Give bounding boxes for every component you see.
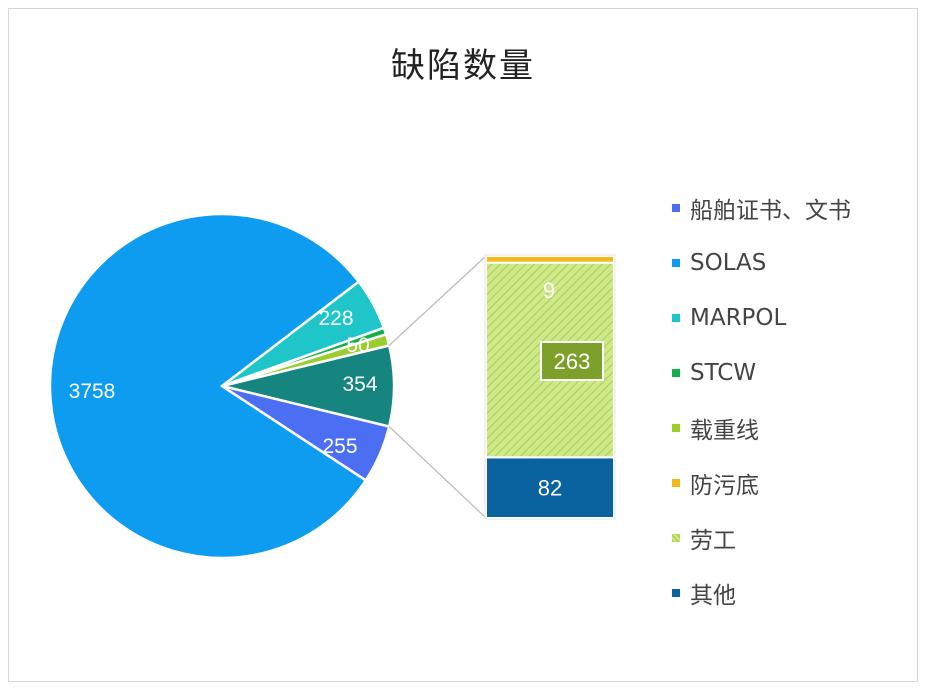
legend-item: STCW bbox=[672, 345, 912, 400]
legend-swatch bbox=[672, 368, 680, 377]
bar-segment-7 bbox=[485, 456, 615, 519]
pie-label-combined: 354 bbox=[342, 373, 377, 396]
pie-label-4: 50 bbox=[346, 334, 369, 357]
chart-title: 缺陷数量 bbox=[391, 46, 535, 86]
legend-item: MARPOL bbox=[672, 290, 912, 345]
legend-item: 劳工 bbox=[672, 510, 912, 565]
legend-swatch bbox=[672, 313, 680, 322]
pie-slice-1 bbox=[48, 212, 368, 560]
connector-line-bottom bbox=[388, 426, 487, 519]
legend-swatch bbox=[672, 203, 680, 212]
bar-outline bbox=[484, 254, 616, 520]
legend-swatch bbox=[672, 588, 680, 597]
chart-legend: 船舶证书、文书 SOLAS MARPOL STCW 载重线防污底劳工其他 bbox=[672, 180, 912, 620]
legend-swatch bbox=[672, 258, 680, 267]
pie-label-1: 3758 bbox=[69, 380, 116, 403]
legend-item: 船舶证书、文书 bbox=[672, 180, 912, 235]
pie-label-0: 255 bbox=[322, 435, 357, 458]
legend-swatch bbox=[672, 478, 680, 487]
legend-label: SOLAS bbox=[690, 249, 767, 276]
bar-label-box-6 bbox=[540, 341, 604, 381]
legend-label: 劳工 bbox=[690, 527, 736, 554]
legend-label: MARPOL bbox=[690, 304, 787, 331]
legend-label: 船舶证书、文书 bbox=[690, 197, 851, 224]
legend-item: SOLAS bbox=[672, 235, 912, 290]
legend-label: 防污底 bbox=[690, 472, 759, 499]
bar-segment-5 bbox=[485, 255, 615, 264]
legend-item: 防污底 bbox=[672, 455, 912, 510]
connector-line-top bbox=[388, 255, 487, 346]
legend-item: 载重线 bbox=[672, 400, 912, 455]
pie-label-2: 228 bbox=[318, 307, 353, 330]
bar-label-5: 9 bbox=[543, 278, 555, 303]
legend-swatch bbox=[672, 423, 680, 432]
legend-label: 载重线 bbox=[690, 417, 759, 444]
legend-label: 其他 bbox=[690, 582, 736, 609]
bar-label-7: 82 bbox=[538, 476, 562, 501]
legend-swatch bbox=[672, 533, 680, 542]
legend-item: 其他 bbox=[672, 565, 912, 620]
bar-label-6: 263 bbox=[554, 349, 591, 374]
legend-label: STCW bbox=[690, 359, 757, 386]
